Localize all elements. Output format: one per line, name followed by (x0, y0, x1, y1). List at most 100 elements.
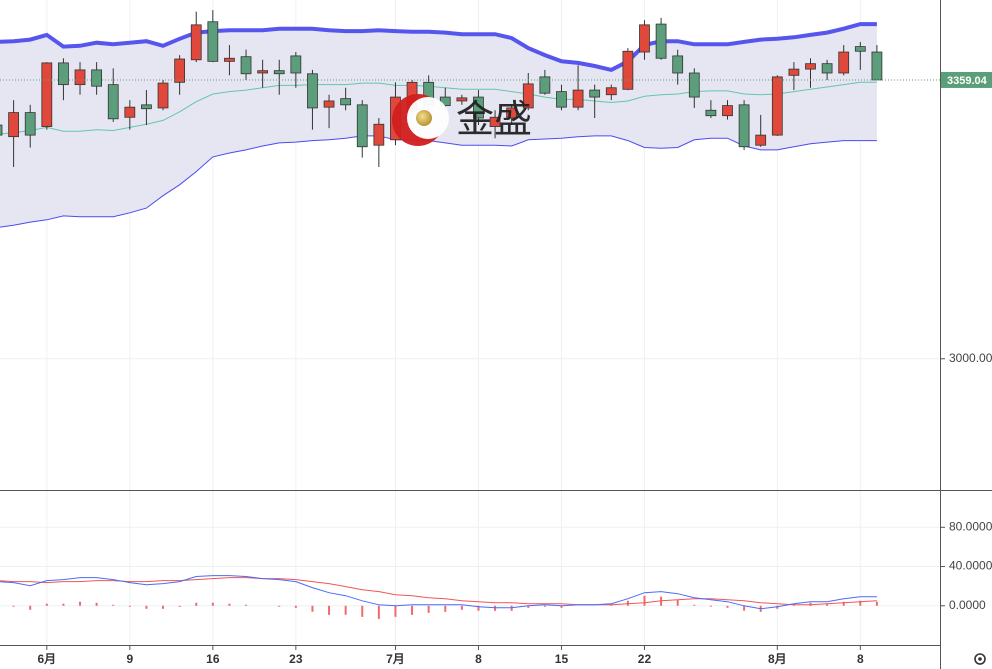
histogram-bar (394, 605, 397, 617)
candle (0, 124, 3, 136)
candle (473, 90, 484, 126)
candle-body (74, 69, 86, 86)
histogram-bar (543, 605, 546, 607)
candle-body (240, 56, 252, 75)
candle-body (672, 55, 684, 74)
histogram-bar (776, 605, 779, 609)
gear[interactable] (974, 653, 986, 665)
candle (74, 62, 86, 95)
candle-body (58, 62, 69, 86)
macd-plot (0, 575, 878, 619)
candle-body (489, 116, 501, 127)
candle (589, 84, 601, 119)
histogram-bar (278, 605, 281, 607)
y-tick-label: 3000.00 (949, 351, 992, 365)
watermark-text: 金盛 (456, 99, 532, 141)
candle-body (771, 76, 783, 136)
candle-body (373, 123, 385, 146)
candle (572, 65, 584, 111)
histogram-bar (444, 605, 447, 612)
histogram-bar (427, 605, 430, 613)
candle (838, 45, 850, 76)
signal-line (0, 577, 877, 606)
histogram-bar (726, 605, 729, 608)
histogram-bar (743, 605, 746, 611)
candle (456, 94, 468, 105)
histogram-bar (643, 595, 646, 606)
y-tick-label: 0.0000 (949, 598, 986, 612)
histogram-bar (875, 601, 878, 606)
candle-body (854, 46, 866, 52)
gear-center (978, 657, 982, 661)
histogram-bar (494, 605, 497, 611)
candle-body (0, 124, 3, 136)
candle (688, 68, 700, 108)
candle (755, 114, 767, 147)
candle (556, 84, 567, 111)
candle-body (755, 134, 767, 146)
logo-coin (416, 110, 432, 126)
candle-body (838, 51, 850, 74)
histogram-bar (79, 601, 82, 606)
band-upper (0, 22, 877, 73)
candle-body (805, 63, 816, 70)
candle-body (655, 23, 667, 59)
candle (605, 84, 617, 101)
candle-body (273, 70, 285, 75)
candle (107, 68, 119, 122)
candle (91, 62, 103, 95)
histogram-bar (676, 599, 679, 606)
histogram-bar (328, 605, 331, 615)
candle (722, 100, 733, 120)
settings-icon[interactable] (974, 653, 986, 665)
histogram-bar (145, 605, 148, 609)
candle-body (556, 91, 567, 108)
x-tick-label: 9 (126, 652, 133, 666)
histogram-bar (361, 605, 364, 617)
candle-body (522, 83, 534, 109)
candle-body (91, 69, 103, 87)
candle (373, 118, 385, 167)
candle (655, 17, 667, 60)
candle (639, 20, 650, 60)
x-tick-label: 6月 (37, 652, 56, 666)
candle-body (539, 76, 551, 94)
histogram-bar (693, 604, 696, 606)
histogram-bar (709, 605, 712, 607)
candle-body (224, 57, 235, 62)
candle (257, 59, 269, 88)
candle-body (356, 104, 368, 148)
histogram-bar (211, 602, 214, 606)
candle-body (622, 50, 634, 90)
histogram-bar (826, 603, 829, 606)
x-tick-label: 22 (638, 652, 652, 666)
candle (506, 104, 518, 126)
axes: 6月 9 16 23 7月 8 15 22 8月 8 3000.00 3359.04 80.0000 40… (37, 71, 992, 666)
histogram-bar (195, 602, 198, 606)
candle (8, 100, 19, 167)
candle-body (572, 89, 584, 108)
candle-body (605, 87, 617, 96)
candle-body (207, 21, 219, 62)
candle-body (24, 112, 36, 136)
histogram-bar (859, 600, 862, 606)
candle (224, 45, 235, 76)
candle (854, 41, 866, 70)
histogram-bar (112, 604, 115, 606)
candle-body (8, 112, 19, 138)
histogram-bar (62, 603, 65, 606)
x-tick-label: 8 (857, 652, 864, 666)
histogram-bar (411, 605, 414, 615)
candle (788, 62, 800, 91)
candle (323, 94, 335, 129)
candle (157, 79, 169, 111)
histogram-bar (294, 605, 297, 608)
last-price-tag (941, 71, 992, 88)
candle-body (639, 24, 650, 53)
histogram-bar (245, 604, 248, 606)
candle (705, 100, 717, 119)
candle-body (340, 98, 352, 106)
histogram-bar (527, 605, 530, 608)
histogram-bar (477, 605, 480, 611)
